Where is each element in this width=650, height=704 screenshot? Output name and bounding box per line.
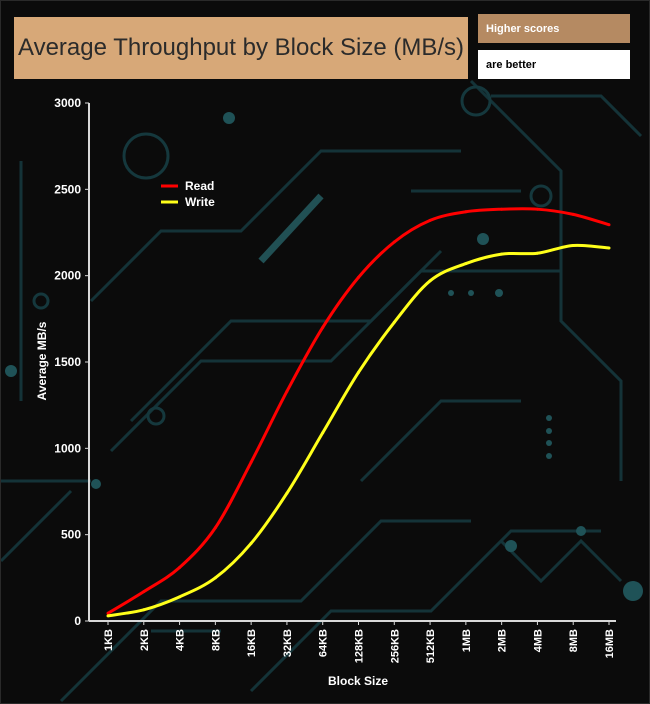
data-point-read <box>607 223 611 227</box>
x-tick-label: 8KB <box>210 629 222 651</box>
x-tick-label: 4MB <box>532 629 544 652</box>
data-point-write <box>213 576 217 580</box>
y-axis-ticks: 0 500 1000 1500 2000 2500 3000 <box>54 96 89 628</box>
data-point-read <box>142 590 146 594</box>
x-tick-label: 128KB <box>354 629 366 663</box>
data-point-write <box>178 595 182 599</box>
x-tick-label: 1KB <box>103 629 115 651</box>
data-point-read <box>106 611 110 615</box>
data-point-write <box>249 541 253 545</box>
y-tick-label: 500 <box>61 528 81 542</box>
higher-scores-note: Higher scores <box>478 14 630 43</box>
are-better-note: are better <box>478 50 630 79</box>
y-tick-label: 2500 <box>54 182 81 196</box>
x-tick-label: 16KB <box>246 629 258 657</box>
data-point-write <box>392 320 396 324</box>
y-tick-label: 2000 <box>54 269 81 283</box>
series-line-write <box>107 243 610 618</box>
data-point-read <box>285 389 289 393</box>
y-tick-label: 0 <box>74 614 81 628</box>
x-tick-label: 8MB <box>568 629 580 652</box>
series-line-read <box>107 207 610 615</box>
x-tick-label: 512KB <box>425 629 437 663</box>
x-tick-label: 256KB <box>389 629 401 663</box>
data-point-write <box>142 608 146 612</box>
y-tick-label: 1000 <box>54 441 81 455</box>
data-point-read <box>213 526 217 530</box>
x-tick-label: 4KB <box>175 629 187 651</box>
x-tick-label: 1MB <box>461 629 473 652</box>
data-point-read <box>357 275 360 279</box>
data-point-read <box>178 565 182 569</box>
y-tick-label: 1500 <box>54 355 81 369</box>
data-point-read <box>392 240 396 244</box>
chart-legend: Read Write <box>161 179 215 209</box>
data-point-write <box>428 279 432 283</box>
chart-series <box>106 207 611 618</box>
legend-label-write: Write <box>185 195 215 209</box>
y-axis-title: Average MB/s <box>35 321 49 400</box>
data-point-write <box>535 251 539 255</box>
x-tick-label: 16MB <box>604 629 616 658</box>
data-point-write <box>321 431 325 435</box>
data-point-read <box>571 212 575 216</box>
x-tick-label: 32KB <box>282 629 294 657</box>
x-axis-title: Block Size <box>328 674 388 688</box>
data-point-write <box>285 491 289 495</box>
x-tick-label: 2MB <box>497 629 509 652</box>
chart-axes <box>88 103 616 622</box>
data-point-read <box>249 460 253 464</box>
data-point-read <box>464 210 468 214</box>
data-point-write <box>500 252 504 256</box>
data-point-write <box>464 262 468 266</box>
y-tick-label: 3000 <box>54 96 81 110</box>
data-point-read <box>321 325 325 329</box>
chart-title: Average Throughput by Block Size (MB/s) <box>14 17 468 79</box>
data-point-write <box>357 370 360 374</box>
x-axis-ticks: 1KB 2KB 4KB 8KB 16KB 32KB 64KB 128KB 256KB 512KB 1… <box>103 621 616 663</box>
x-tick-label: 2KB <box>139 629 151 651</box>
data-point-read <box>428 218 432 222</box>
x-tick-label: 64KB <box>318 629 330 657</box>
legend-label-read: Read <box>185 179 214 193</box>
data-point-read <box>500 207 504 211</box>
data-point-read <box>535 207 539 211</box>
data-point-write <box>571 243 575 247</box>
data-point-write <box>106 614 110 618</box>
data-point-write <box>607 246 611 250</box>
